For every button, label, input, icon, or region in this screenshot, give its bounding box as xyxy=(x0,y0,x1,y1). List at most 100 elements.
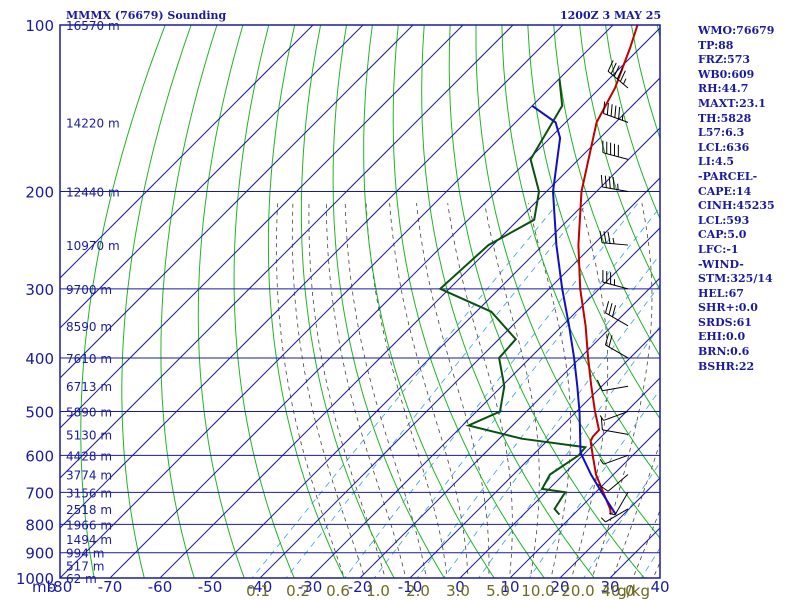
isotherm-isobar-grid xyxy=(60,25,660,578)
index-wind-header: -WIND- xyxy=(698,257,744,271)
moist-adiabat xyxy=(326,203,407,578)
mixing-ratio-line xyxy=(583,461,660,578)
dry-adiabat xyxy=(363,25,495,578)
y-axis-label: mb xyxy=(32,578,56,596)
moist-adiabat xyxy=(365,203,448,578)
height-label: 10970 m xyxy=(66,239,120,253)
chart-time: 1200Z 3 MAY 25 xyxy=(560,9,662,22)
dry-adiabat xyxy=(300,25,395,578)
wind-barb xyxy=(607,60,629,89)
mixing-ratio-label: 10.0 xyxy=(521,582,554,600)
index-tp: TP:88 xyxy=(698,38,734,52)
isotherm xyxy=(259,177,660,578)
isotherm xyxy=(359,277,660,578)
isotherm xyxy=(459,377,660,578)
index-cap: CAP:5.0 xyxy=(698,228,747,242)
pressure-tick-label: 500 xyxy=(25,404,54,422)
indices-panel: WMO:76679 TP:88 FRZ:573 WB0:609 RH:44.7 … xyxy=(698,24,775,374)
wind-barb xyxy=(600,508,629,523)
index-rh: RH:44.7 xyxy=(698,82,749,96)
parcel-line xyxy=(531,104,617,516)
wind-barb xyxy=(605,333,629,359)
isotherm xyxy=(159,77,660,578)
isotherm xyxy=(409,327,660,578)
dry-adiabat xyxy=(579,25,660,291)
index-l57: L57:6.3 xyxy=(698,126,745,140)
mixing-ratio-label: 5.0 xyxy=(486,582,510,600)
height-label: 9700 m xyxy=(66,283,112,297)
mixing-ratio-lines xyxy=(251,202,660,578)
height-label: 62 m xyxy=(66,572,97,586)
index-ehi: EHI:0.0 xyxy=(698,330,746,344)
pressure-tick-label: 800 xyxy=(25,516,54,534)
moist-adiabat xyxy=(416,203,490,578)
index-srds: SRDS:61 xyxy=(698,315,752,329)
height-label: 8590 m xyxy=(66,320,112,334)
height-label: 517 m xyxy=(66,560,104,574)
dry-adiabat xyxy=(421,25,595,578)
moist-adiabat xyxy=(308,203,386,578)
wind-barb xyxy=(602,270,629,290)
mixing-ratio-line xyxy=(285,202,588,578)
isotherm xyxy=(60,25,364,329)
wind-barb xyxy=(609,492,629,516)
isotherm xyxy=(509,427,660,578)
chart-title: MMMX (76679) Sounding xyxy=(66,9,227,22)
temperature-tick-label: 40 xyxy=(650,578,669,596)
dry-adiabat xyxy=(527,25,660,420)
temperature-tick-label: 10 xyxy=(500,578,519,596)
temperature-line xyxy=(577,25,639,515)
pressure-tick-label: 700 xyxy=(25,484,54,502)
temperature-tick-label: -60 xyxy=(148,578,173,596)
mixing-ratio-unit: g/kg xyxy=(617,582,650,600)
moist-adiabat xyxy=(291,203,366,578)
wind-barb xyxy=(602,140,629,160)
pressure-tick-label: 100 xyxy=(25,17,54,35)
profile-lines xyxy=(438,25,639,516)
temperature-tick-label: -40 xyxy=(248,578,273,596)
height-label: 1966 m xyxy=(66,518,112,532)
mixing-ratio-label: 0.2 xyxy=(286,582,310,600)
dry-adiabat xyxy=(80,25,166,578)
moist-adiabat xyxy=(484,203,540,578)
index-cinh: CINH:45235 xyxy=(698,199,775,213)
index-parcel-header: -PARCEL- xyxy=(698,169,758,183)
wind-barb xyxy=(596,379,629,392)
height-label: 5890 m xyxy=(66,406,112,420)
moist-adiabat xyxy=(571,203,609,578)
dry-adiabat xyxy=(197,25,245,578)
dry-adiabat xyxy=(501,25,660,480)
mixing-ratio-label: 2.0 xyxy=(406,582,430,600)
temperature-tick-label: -80 xyxy=(48,578,73,596)
moist-adiabat xyxy=(528,203,572,578)
mixing-ratio-label: 3.0 xyxy=(446,582,470,600)
mixing-ratio-line xyxy=(251,202,559,578)
height-label: 6713 m xyxy=(66,380,112,394)
wind-barbs xyxy=(596,60,629,523)
dry-adiabat xyxy=(267,25,345,578)
temperature-tick-label: -20 xyxy=(348,578,373,596)
moist-adiabat xyxy=(344,203,427,578)
temperature-tick-label: -30 xyxy=(298,578,323,596)
height-label: 12440 m xyxy=(66,185,120,199)
moist-adiabat xyxy=(389,203,469,578)
height-label: 4428 m xyxy=(66,449,112,463)
index-bshr: BSHR:22 xyxy=(698,359,755,373)
isotherm xyxy=(60,25,514,479)
index-cape: CAPE:14 xyxy=(698,184,752,198)
index-parcel-lcl: LCL:593 xyxy=(698,213,750,227)
index-brn: BRN:0.6 xyxy=(698,345,750,359)
index-frz: FRZ:573 xyxy=(698,53,751,67)
index-hel: HEL:67 xyxy=(698,286,744,300)
dry-adiabat xyxy=(787,25,800,590)
isotherm xyxy=(109,27,660,578)
dry-adiabat xyxy=(160,25,218,578)
pressure-tick-label: 1000 xyxy=(16,570,54,588)
wind-barb xyxy=(597,474,629,492)
pressure-tick-label: 600 xyxy=(25,447,54,465)
mixing-ratio-line xyxy=(344,202,639,578)
index-th: TH:5828 xyxy=(698,111,752,125)
isotherm xyxy=(60,25,414,379)
mixing-ratio-label: 1.0 xyxy=(366,582,390,600)
